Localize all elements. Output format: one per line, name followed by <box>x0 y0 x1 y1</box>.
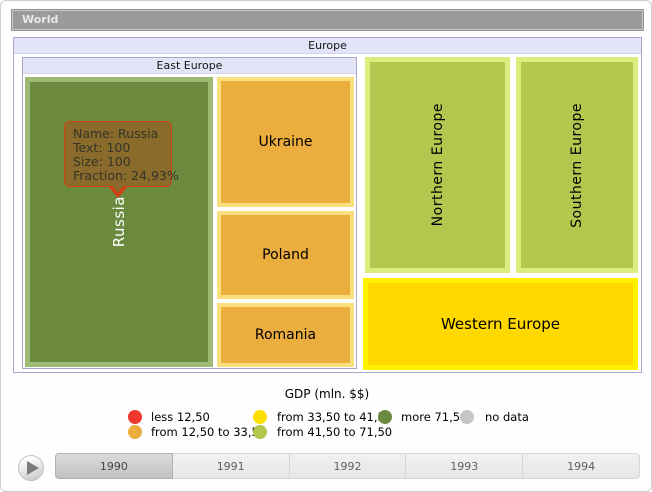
tooltip-line-fraction: Fraction: 24,93% <box>73 168 179 183</box>
tooltip-line-name: Name: Russia <box>73 126 159 141</box>
tooltip-line-text: Text: 100 <box>73 140 131 155</box>
treemap-tile-ukraine[interactable]: Ukraine <box>217 77 354 207</box>
treemap-tile-romania[interactable]: Romania <box>217 303 354 367</box>
timeline-year-1993[interactable]: 1993 <box>406 453 524 479</box>
play-icon <box>27 461 39 475</box>
legend-swatch-yellow-icon <box>253 410 267 424</box>
legend-label: from 41,50 to 71,50 <box>277 425 393 439</box>
timeline: 1990 1991 1992 1993 1994 <box>55 453 640 479</box>
tile-label-romania: Romania <box>254 327 317 343</box>
timeline-year-1994[interactable]: 1994 <box>523 453 640 479</box>
tooltip: Name: Russia Text: 100 Size: 100 Fractio… <box>64 121 179 198</box>
legend-swatch-orange-icon <box>128 425 142 439</box>
legend-swatch-light-green-icon <box>253 425 267 439</box>
tile-label-southern-europe: Southern Europe <box>569 102 585 228</box>
treemap-group-europe: Europe East Europe Russia Ukraine Poland… <box>13 37 642 373</box>
tooltip-line-size: Size: 100 <box>73 154 131 169</box>
tile-label-russia: Russia <box>110 196 128 248</box>
legend-label: less 12,50 <box>151 410 210 424</box>
treemap-tile-western-europe[interactable]: Western Europe <box>363 278 638 370</box>
treemap-tile-poland[interactable]: Poland <box>217 211 354 299</box>
tile-label-northern-europe: Northern Europe <box>429 103 446 227</box>
timeline-year-1991[interactable]: 1991 <box>172 453 290 479</box>
treemap-header-europe[interactable]: Europe <box>14 38 641 54</box>
legend-label: more 71,50 <box>401 410 468 424</box>
tile-label-ukraine: Ukraine <box>258 134 313 150</box>
treemap-header-east-europe[interactable]: East Europe <box>23 58 356 74</box>
tile-label-western-europe: Western Europe <box>440 315 561 333</box>
legend-label: no data <box>485 410 529 424</box>
play-button[interactable] <box>18 455 44 481</box>
treemap-group-east-europe: East Europe Russia Ukraine Poland Romani… <box>22 57 357 369</box>
treemap-tile-northern-europe[interactable]: Northern Europe <box>365 57 510 273</box>
legend-swatch-dark-green-icon <box>378 410 392 424</box>
tile-label-poland: Poland <box>262 247 309 263</box>
legend-title: GDP (mln. $$) <box>284 387 370 401</box>
timeline-year-1992[interactable]: 1992 <box>289 453 407 479</box>
legend-swatch-gray-icon <box>460 410 474 424</box>
legend-label: from 12,50 to 33,50 <box>151 425 267 439</box>
treemap-tile-southern-europe[interactable]: Southern Europe <box>516 57 638 273</box>
drillup-button-world[interactable]: World <box>11 9 644 31</box>
legend-swatch-red-icon <box>128 410 142 424</box>
timeline-year-1990[interactable]: 1990 <box>55 453 173 479</box>
legend-label: from 33,50 to 41,50 <box>277 410 393 424</box>
